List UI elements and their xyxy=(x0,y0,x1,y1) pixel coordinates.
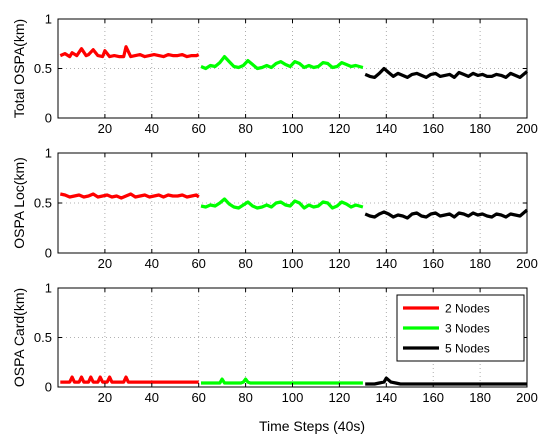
y-tick-label: 1 xyxy=(45,281,52,296)
legend: 2 Nodes 3 Nodes 5 Nodes xyxy=(396,294,525,362)
x-tick-label: 80 xyxy=(238,390,252,405)
x-tick-label: 160 xyxy=(422,256,444,271)
series-2-nodes xyxy=(59,192,200,200)
x-tick-label: 20 xyxy=(98,256,112,271)
x-tick-label: 140 xyxy=(375,256,397,271)
y-axis-label: OSPA Loc(km) xyxy=(11,157,27,249)
series-5-nodes xyxy=(364,208,529,220)
series-3-nodes xyxy=(200,54,364,71)
x-tick-label: 120 xyxy=(329,121,351,136)
series-2-nodes xyxy=(60,375,199,384)
x-tick-label: 60 xyxy=(191,390,205,405)
y-tick-label: 1 xyxy=(45,12,52,27)
x-tick-label: 120 xyxy=(329,390,351,405)
x-tick-label: 100 xyxy=(282,390,304,405)
x-tick-label: 80 xyxy=(238,121,252,136)
x-tick-label: 60 xyxy=(191,256,205,271)
x-tick-label: 160 xyxy=(422,390,444,405)
x-axis-label: Time Steps (40s) xyxy=(259,418,365,434)
series-3-nodes xyxy=(200,197,364,210)
x-tick-label: 40 xyxy=(145,390,159,405)
x-tick-label: 180 xyxy=(469,121,491,136)
x-tick-label: 200 xyxy=(516,256,538,271)
series-5-nodes xyxy=(365,376,527,386)
x-tick-label: 180 xyxy=(469,256,491,271)
series-5-nodes xyxy=(364,66,529,80)
legend-label: 2 Nodes xyxy=(445,302,490,316)
x-tick-label: 100 xyxy=(282,121,304,136)
y-axis-label: OSPA Card(km) xyxy=(11,288,27,387)
legend-label: 5 Nodes xyxy=(445,342,490,356)
x-tick-label: 80 xyxy=(238,256,252,271)
x-tick-label: 140 xyxy=(375,390,397,405)
x-tick-label: 200 xyxy=(516,390,538,405)
x-tick-label: 40 xyxy=(145,256,159,271)
y-tick-label: 1 xyxy=(45,146,52,161)
x-tick-label: 200 xyxy=(516,121,538,136)
x-tick-label: 120 xyxy=(329,256,351,271)
y-axis-label: Total OSPA(km) xyxy=(11,19,27,118)
x-tick-label: 20 xyxy=(98,390,112,405)
x-tick-label: 140 xyxy=(375,121,397,136)
y-tick-label: 0.5 xyxy=(34,196,52,211)
ospa-loc-panel: 20 40 60 80 100 120 140 160 180 200 0 0.5 1 OSPA Loc(… xyxy=(11,146,538,272)
x-tick-label: 100 xyxy=(282,256,304,271)
series-2-nodes xyxy=(59,45,200,59)
x-tick-label: 60 xyxy=(191,121,205,136)
y-tick-label: 0 xyxy=(45,380,52,395)
y-tick-label: 0 xyxy=(45,111,52,126)
x-tick-label: 160 xyxy=(422,121,444,136)
x-tick-label: 180 xyxy=(469,390,491,405)
y-tick-label: 0.5 xyxy=(34,330,52,345)
legend-label: 3 Nodes xyxy=(445,322,490,336)
series-3-nodes xyxy=(201,377,363,385)
y-tick-label: 0 xyxy=(45,246,52,261)
x-tick-label: 20 xyxy=(98,121,112,136)
total-ospa-panel: 20 40 60 80 100 120 140 160 180 200 0 0.5 1 Total OSP… xyxy=(11,12,538,137)
x-tick-label: 40 xyxy=(145,121,159,136)
y-tick-label: 0.5 xyxy=(34,61,52,76)
